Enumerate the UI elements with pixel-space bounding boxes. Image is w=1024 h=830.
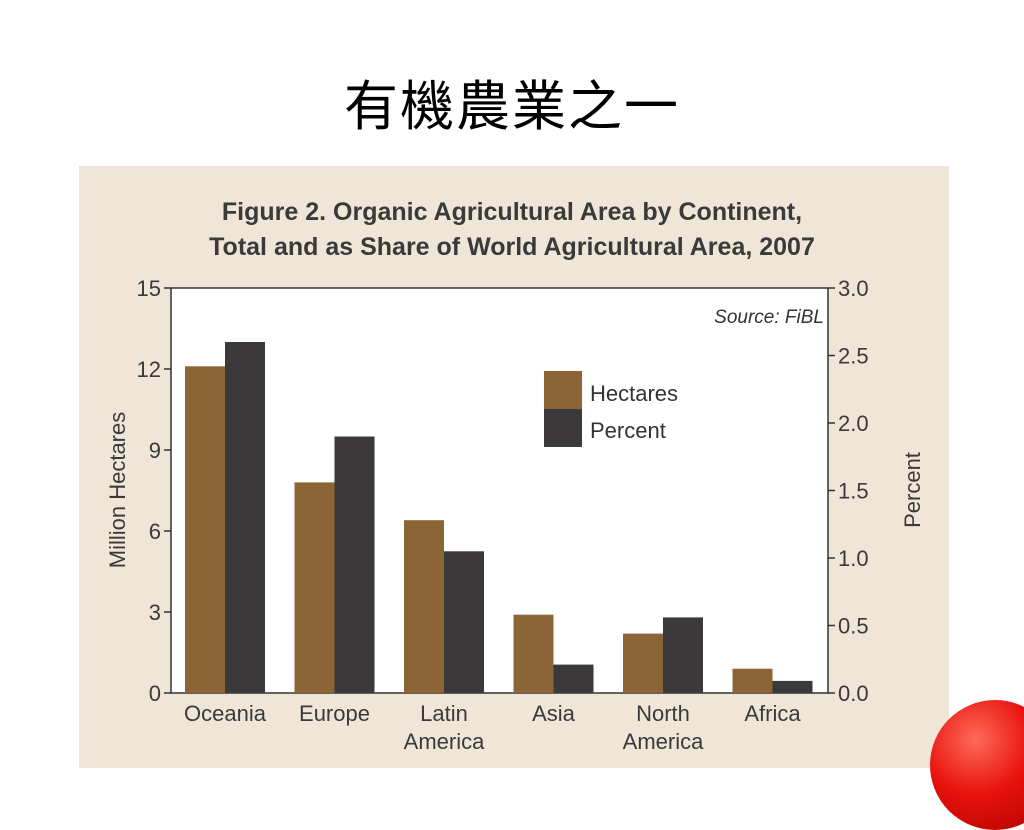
category-label: America — [623, 729, 704, 754]
category-label: Asia — [532, 701, 576, 726]
right-tick-label: 2.5 — [838, 344, 869, 369]
bar-hectares-oceania — [185, 366, 225, 693]
bar-hectares-latin-america — [404, 520, 444, 693]
chart-panel: Figure 2. Organic Agricultural Area by C… — [79, 166, 949, 768]
y-axis-label-left: Million Hectares — [105, 412, 130, 569]
right-tick-label: 0.0 — [838, 681, 869, 706]
bar-hectares-asia — [513, 614, 554, 693]
bar-percent-europe — [334, 436, 375, 693]
bar-hectares-north-america — [623, 633, 663, 693]
left-tick-label: 15 — [137, 276, 161, 301]
left-tick-label: 9 — [149, 438, 161, 463]
left-tick-label: 6 — [149, 519, 161, 544]
legend-label-hectares: Hectares — [590, 381, 678, 406]
category-label: America — [404, 729, 485, 754]
source-note: Source: FiBL — [714, 307, 824, 328]
right-tick-label: 1.5 — [838, 479, 869, 504]
legend-swatch-percent — [544, 409, 582, 447]
legend-label-percent: Percent — [590, 418, 666, 443]
left-tick-label: 0 — [149, 681, 161, 706]
chart-title: Figure 2. Organic Agricultural Area by C… — [222, 198, 802, 226]
right-tick-label: 0.5 — [838, 614, 869, 639]
chart-subtitle: Total and as Share of World Agricultural… — [209, 233, 815, 261]
right-tick-label: 3.0 — [838, 276, 869, 301]
bar-hectares-europe — [294, 482, 335, 693]
right-tick-label: 2.0 — [838, 411, 869, 436]
right-tick-label: 1.0 — [838, 546, 869, 571]
legend: Hectares Percent — [544, 371, 678, 447]
left-tick-label: 3 — [149, 600, 161, 625]
bar-percent-north-america — [663, 617, 703, 693]
bar-hectares-africa — [732, 668, 773, 693]
category-label: Latin — [420, 701, 468, 726]
bar-percent-latin-america — [444, 551, 484, 694]
category-label: Africa — [744, 701, 801, 726]
bar-percent-oceania — [225, 342, 265, 693]
category-label: North — [636, 701, 690, 726]
bar-percent-asia — [553, 664, 594, 693]
category-label: Europe — [299, 701, 370, 726]
slide-title: 有機農業之一 — [344, 75, 680, 138]
category-label: Oceania — [184, 701, 267, 726]
left-tick-label: 12 — [137, 357, 161, 382]
legend-swatch-hectares — [544, 371, 582, 409]
y-axis-label-right: Percent — [900, 452, 925, 528]
chart: Figure 2. Organic Agricultural Area by C… — [105, 198, 925, 754]
plot-area — [170, 287, 829, 694]
bar-percent-africa — [772, 680, 813, 694]
